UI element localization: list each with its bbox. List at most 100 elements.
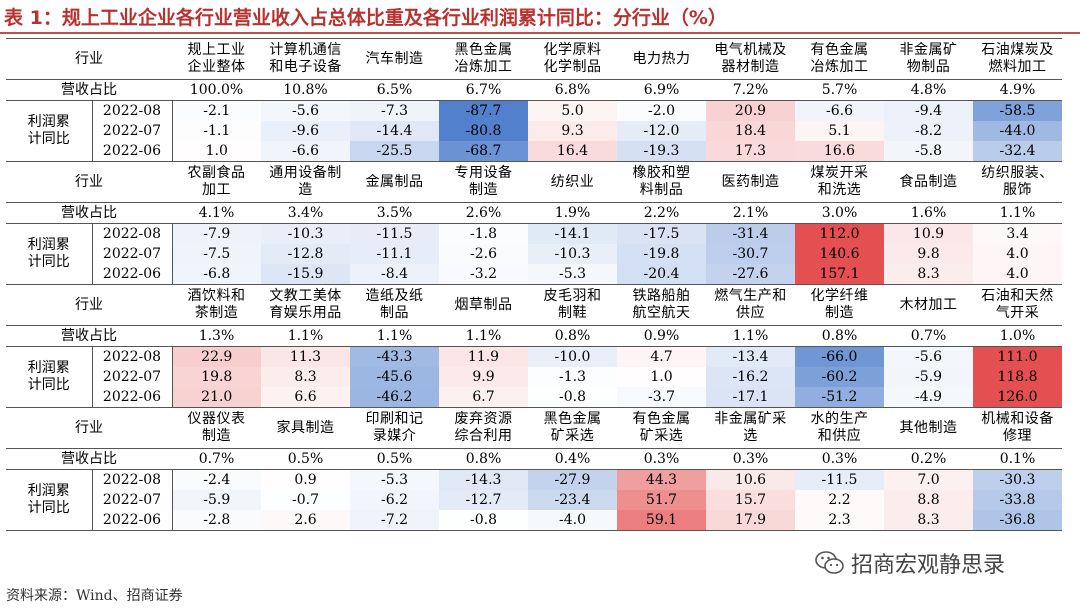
- profit-row: 2022-07 -1.1 -9.6 -14.4 -80.8 9.3 -12.0 18.4 5.1…: [6, 121, 1062, 141]
- industry-name: 非金属矿采选: [706, 407, 795, 449]
- profit-value-cell: -80.8: [439, 121, 528, 141]
- profit-row: 利润累 计同比 2022-08 -2.1 -5.6 -7.3 -87.7 5.0 -2.0 20.…: [6, 100, 1062, 162]
- profit-value-cell: 2.2: [795, 490, 884, 510]
- profit-value-cell: 22.9: [172, 346, 261, 367]
- industry-name-line: 规上工业: [187, 42, 246, 58]
- industry-name: 电气机械及 器材制造: [706, 38, 795, 80]
- profit-value-cell: -33.8: [973, 490, 1062, 510]
- industry-name: 农副食品 加工: [172, 161, 261, 203]
- profit-value-cell: -1.1: [172, 121, 261, 141]
- profit-group-label-line: 计同比: [27, 500, 70, 516]
- industry-name-line: 冶炼加工: [454, 59, 513, 75]
- revenue-share-cell: 5.7%: [795, 79, 884, 101]
- revenue-share-cell: 1.3%: [172, 325, 261, 347]
- revenue-share-cell: 6.8%: [528, 79, 617, 101]
- profit-value-cell: -7.3: [350, 100, 439, 121]
- share-row-label: 营收占比: [6, 325, 172, 347]
- industry-name: 纺织服装、 服饰: [973, 161, 1062, 203]
- profit-group-label: 利润累 计同比: [6, 100, 93, 162]
- profit-value-cell: 6.6: [261, 387, 350, 408]
- profit-value-cell: 17.3: [706, 141, 795, 162]
- industry-name-line: 化学制品: [543, 59, 602, 75]
- industry-name: 有色金属 矿采选: [617, 407, 706, 449]
- profit-value-cell: -60.2: [795, 367, 884, 387]
- industry-name-line: 修理: [1003, 428, 1032, 444]
- industry-name: 有色金属 冶炼加工: [795, 38, 884, 80]
- industry-name: 文教工美体 育娱乐用品: [261, 284, 350, 326]
- profit-value-cell: -17.5: [617, 223, 706, 244]
- revenue-share-cell: 1.6%: [884, 202, 973, 224]
- profit-value-cell: 18.4: [706, 121, 795, 141]
- revenue-share-cell: 0.3%: [795, 448, 884, 470]
- industry-name-line: 金属制品: [365, 173, 424, 190]
- industry-name-line: 医药制造: [721, 173, 780, 190]
- industry-header-row: 行业 规上工业 企业整体 计算机通信 和电子设备 汽车制造 黑色金属 冶炼加工 化学原料 化学制品…: [6, 38, 1062, 80]
- profit-value-cell: 21.0: [172, 387, 261, 408]
- profit-value-cell: 126.0: [973, 387, 1062, 408]
- profit-value-cell: -1.8: [439, 223, 528, 244]
- profit-value-cell: -4.9: [884, 387, 973, 408]
- revenue-share-cell: 1.1%: [350, 325, 439, 347]
- industry-name-line: 选: [743, 428, 758, 444]
- revenue-share-cell: 3.5%: [350, 202, 439, 224]
- revenue-share-cell: 3.4%: [261, 202, 350, 224]
- profit-value-cell: -10.3: [261, 223, 350, 244]
- industry-row-label: 行业: [6, 407, 172, 449]
- industry-name: 燃气生产和 供应: [706, 284, 795, 326]
- profit-group-label-line: 利润累: [27, 483, 70, 499]
- profit-value-cell: -15.9: [261, 264, 350, 285]
- profit-value-cell: -2.6: [439, 244, 528, 264]
- date-label: 2022-07: [92, 121, 173, 141]
- industry-name-line: 铁路船舶: [632, 288, 691, 304]
- profit-value-cell: -45.6: [350, 367, 439, 387]
- profit-value-cell: -6.8: [172, 264, 261, 285]
- industry-name-line: 和供应: [817, 428, 862, 444]
- revenue-share-cell: 6.7%: [439, 79, 528, 101]
- profit-value-cell: -0.7: [261, 490, 350, 510]
- profit-value-cell: 157.1: [795, 264, 884, 285]
- profit-value-cell: 16.4: [528, 141, 617, 162]
- profit-group-label-line: 利润累: [27, 360, 70, 376]
- industry-name: 铁路船舶 航空航天: [617, 284, 706, 326]
- profit-value-cell: 8.8: [884, 490, 973, 510]
- profit-group-label: 利润累 计同比: [6, 223, 93, 285]
- revenue-share-cell: 2.2%: [617, 202, 706, 224]
- industry-name-line: 加工: [202, 182, 231, 198]
- profit-value-cell: 4.0: [973, 244, 1062, 264]
- profit-group-label: 利润累 计同比: [6, 346, 93, 408]
- profit-row: 利润累 计同比 2022-08 22.9 11.3 -43.3 11.9 -10.0 4.7 -1…: [6, 346, 1062, 408]
- profit-value-cell: -5.9: [884, 367, 973, 387]
- industry-name-line: 气开采: [995, 305, 1040, 321]
- profit-value-cell: -20.4: [617, 264, 706, 285]
- industry-name-line: 器材制造: [721, 59, 780, 75]
- profit-value-cell: -30.7: [706, 244, 795, 264]
- profit-value-cell: 5.1: [795, 121, 884, 141]
- profit-value-cell: 9.8: [884, 244, 973, 264]
- industry-name: 专用设备 制造: [439, 161, 528, 203]
- industry-name-line: 矿采选: [550, 428, 595, 444]
- industry-name: 煤炭开采 和洗选: [795, 161, 884, 203]
- industry-name: 金属制品: [350, 161, 439, 203]
- profit-value-cell: -12.7: [439, 490, 528, 510]
- industry-name-line: 家具制造: [276, 419, 335, 436]
- industry-name: 造纸及纸 制品: [350, 284, 439, 326]
- profit-value-cell: 9.9: [439, 367, 528, 387]
- profit-value-cell: 118.8: [973, 367, 1062, 387]
- profit-value-cell: -2.0: [617, 100, 706, 121]
- industry-name-line: 物制品: [906, 59, 951, 75]
- profit-value-cell: -0.8: [439, 510, 528, 531]
- revenue-share-cell: 0.8%: [439, 448, 528, 470]
- industry-name: 汽车制造: [350, 38, 439, 80]
- profit-value-cell: -8.2: [884, 121, 973, 141]
- revenue-share-cell: 4.1%: [172, 202, 261, 224]
- profit-value-cell: 2.6: [261, 510, 350, 531]
- profit-row: 2022-07 19.8 8.3 -45.6 9.9 -1.3 1.0 -16.2 -60.2-…: [6, 367, 1062, 387]
- industry-name-line: 水的生产: [810, 411, 869, 427]
- date-label: 2022-07: [92, 490, 173, 510]
- profit-value-cell: -36.8: [973, 510, 1062, 531]
- industry-name-line: 制造: [469, 182, 498, 198]
- profit-value-cell: -10.0: [528, 346, 617, 367]
- industry-profit-table: 行业 规上工业 企业整体 计算机通信 和电子设备 汽车制造 黑色金属 冶炼加工 化学原料 化学制品…: [6, 38, 1062, 531]
- profit-value-cell: 16.6: [795, 141, 884, 162]
- profit-value-cell: -7.5: [172, 244, 261, 264]
